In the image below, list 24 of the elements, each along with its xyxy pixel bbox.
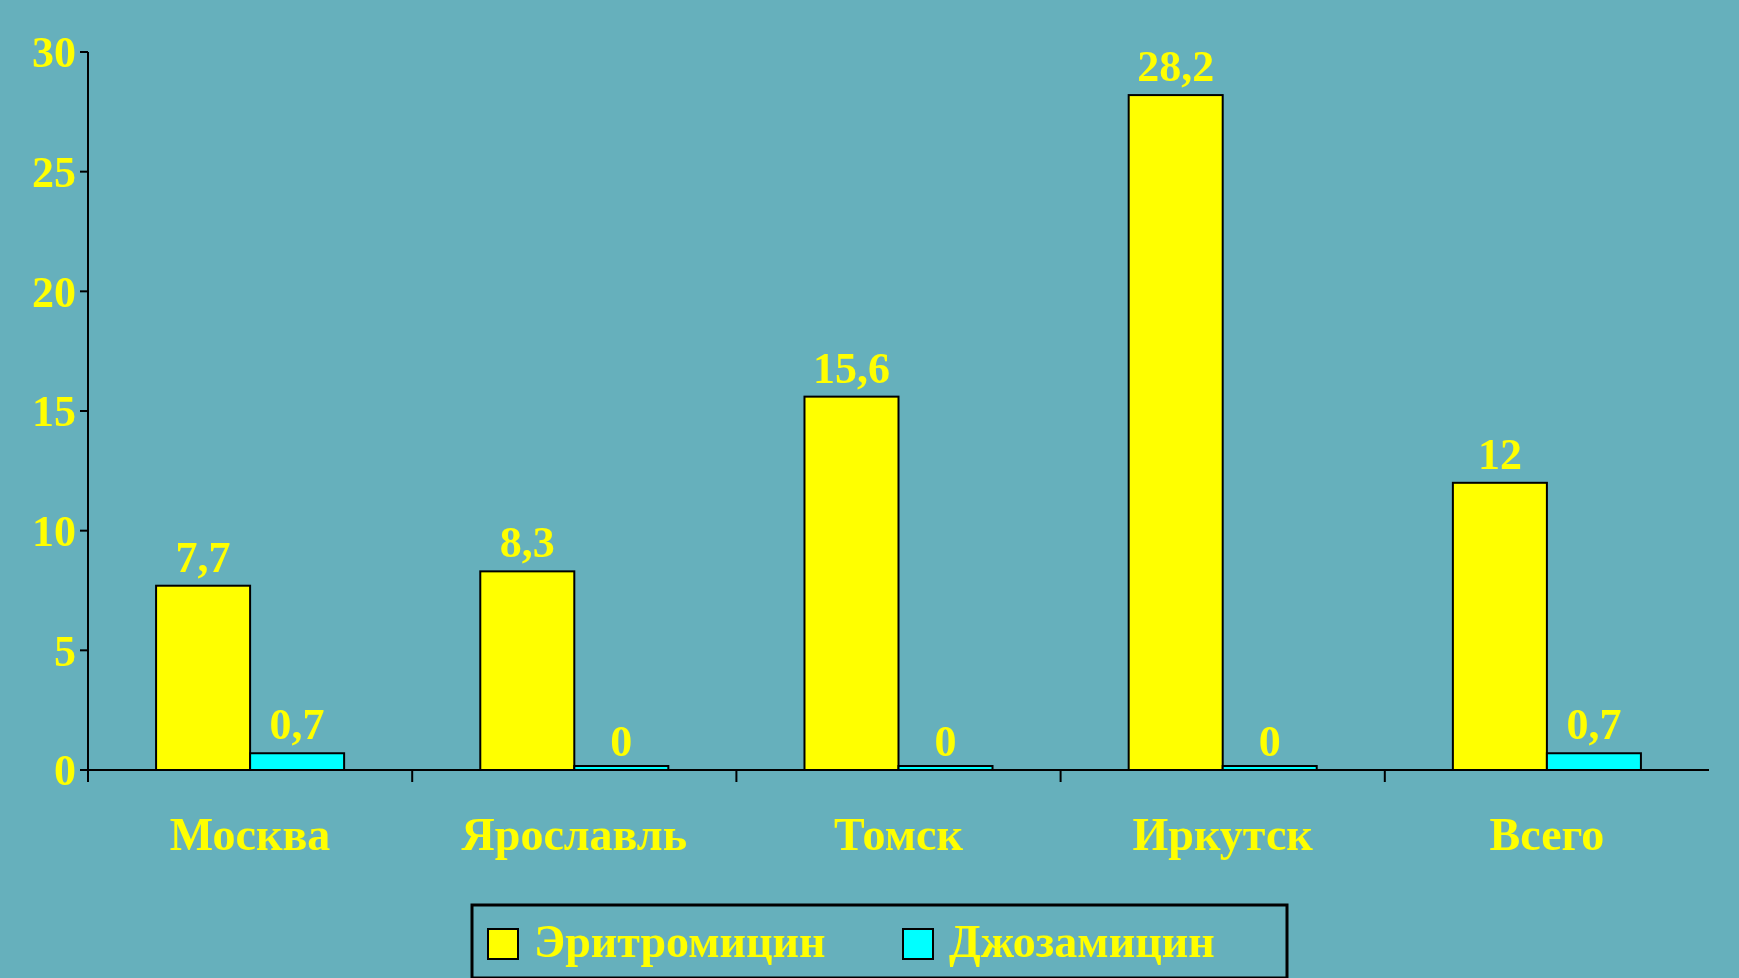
- data-label: 0,7: [1566, 700, 1622, 750]
- legend-label: Джозамицин: [949, 916, 1215, 967]
- x-tick-label: Всего: [1489, 809, 1605, 860]
- y-tick-label: 10: [32, 507, 76, 557]
- y-tick-label: 15: [32, 387, 76, 437]
- y-tick-label: 30: [32, 28, 76, 78]
- x-tick-label: Москва: [169, 809, 331, 860]
- legend-label: Эритромицин: [534, 916, 826, 967]
- x-tick-label: Томск: [834, 809, 964, 860]
- y-tick-label: 5: [54, 626, 76, 676]
- data-label: 0: [934, 717, 957, 766]
- y-tick-label: 25: [32, 148, 76, 198]
- y-tick-label: 0: [54, 746, 76, 796]
- data-label: 12: [1477, 429, 1522, 479]
- data-label: 0: [1258, 717, 1281, 766]
- x-tick-label: Иркутск: [1132, 809, 1314, 860]
- data-label: 0: [610, 717, 633, 766]
- y-tick-label: 20: [32, 267, 76, 317]
- data-label: 28,2: [1137, 42, 1215, 92]
- data-label: 0,7: [269, 700, 325, 750]
- x-tick-label: Ярославль: [461, 809, 687, 860]
- data-label: 15,6: [812, 343, 890, 393]
- data-label: 8,3: [499, 518, 555, 568]
- data-label: 7,7: [175, 532, 231, 582]
